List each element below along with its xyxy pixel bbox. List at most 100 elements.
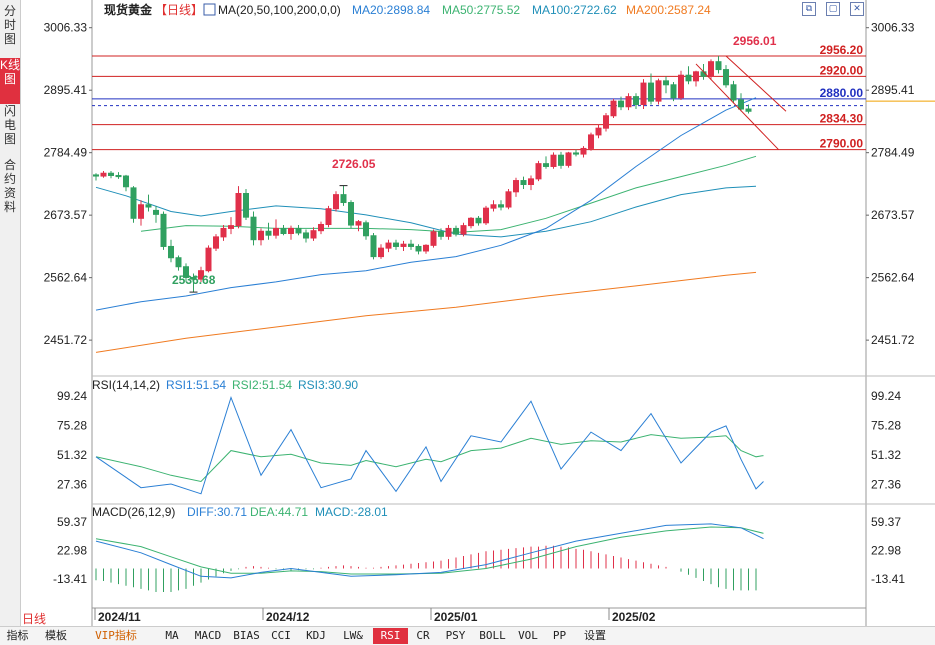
candle-body <box>423 244 429 252</box>
indicator-tab-0[interactable]: 指标 <box>6 629 29 642</box>
candle-body <box>558 154 564 166</box>
price-level-label: 2956.20 <box>820 43 864 57</box>
period-button[interactable]: 日线 <box>22 612 47 626</box>
candle-body <box>243 193 249 218</box>
candle-body <box>723 69 729 86</box>
rail-tab-3[interactable]: 合约资料 <box>3 158 16 214</box>
indicator-tab-4[interactable]: MACD <box>194 629 222 642</box>
rsi1-line <box>95 395 764 495</box>
annotation-high: 2956.01 <box>733 34 777 48</box>
candle-body <box>745 108 752 112</box>
candle-body <box>685 74 692 82</box>
indicator-tab-bar: 指标 模板 VIP指标 MA MACD BIAS CCI KDJ LW& RSI CR PSY BOLL… <box>0 626 935 645</box>
candle-body <box>543 163 549 167</box>
rail-tab-2[interactable]: 闪电图 <box>3 104 16 146</box>
price-tick-left: 2895.41 <box>44 83 88 97</box>
ma100-value: MA100:2722.62 <box>532 3 617 17</box>
candle-body <box>258 230 264 241</box>
candle-body <box>190 276 197 280</box>
ma-params: MA(20,50,100,200,0,0) <box>218 3 341 17</box>
panel-frame <box>91 0 935 626</box>
candle-body <box>595 127 602 136</box>
annotation-low: 2536.68 <box>172 273 216 287</box>
x-axis-label: 2024/12 <box>266 610 310 624</box>
price-level-label: 2920.00 <box>820 63 864 77</box>
candle-body <box>303 232 309 239</box>
macd-dea-value: DEA:44.71 <box>250 505 308 519</box>
candle-body <box>333 194 339 210</box>
rsi-tick-right: 75.28 <box>871 419 901 433</box>
indicator-tab-10[interactable]: CR <box>416 629 430 642</box>
candle-body <box>160 213 167 247</box>
indicator-tab-14[interactable]: PP <box>552 629 567 642</box>
price-tick-right: 2784.49 <box>871 146 915 160</box>
close-icon[interactable]: ✕ <box>850 2 864 16</box>
rail-tab-1[interactable]: K线图 <box>0 58 20 104</box>
candle-body <box>678 74 684 99</box>
indicator-tab-3[interactable]: MA <box>165 629 179 642</box>
candle-body <box>633 96 639 106</box>
candle-body <box>295 227 302 234</box>
candle-body <box>280 227 287 235</box>
window-icon[interactable]: ▢ <box>826 2 840 16</box>
candle-body <box>235 193 242 227</box>
rsi-tick-left: 27.36 <box>57 478 87 492</box>
candle-body <box>355 221 362 226</box>
chart-canvas[interactable]: 2956.20 2920.00 2880.00 2834.30 2790.00 99.2… <box>0 0 935 626</box>
candle-body <box>115 174 122 178</box>
candle-body <box>108 172 114 176</box>
indicator-tab-1[interactable]: 模板 <box>45 629 67 642</box>
price-tick-left: 3006.33 <box>44 21 88 35</box>
trend-channel <box>189 55 787 293</box>
indicator-tab-8[interactable]: LW& <box>343 629 363 642</box>
macd-title: MACD(26,12,9) <box>92 505 175 519</box>
indicator-tab-9[interactable]: RSI <box>373 628 408 644</box>
indicator-tab-11[interactable]: PSY <box>445 629 466 642</box>
price-tick-right: 2895.41 <box>871 83 915 97</box>
rsi-tick-left: 51.32 <box>57 448 87 462</box>
macd-tick-left: -13.41 <box>53 572 87 586</box>
candle-body <box>145 204 152 208</box>
indicator-tab-2[interactable]: VIP指标 <box>95 629 137 642</box>
indicator-tab-7[interactable]: KDJ <box>306 629 326 642</box>
indicator-tab-12[interactable]: BOLL <box>479 629 506 642</box>
rsi3-value: RSI3:30.90 <box>298 378 358 392</box>
indicator-tab-6[interactable]: CCI <box>271 629 291 642</box>
price-tick-right: 2451.72 <box>871 333 915 347</box>
price-tick-left: 2451.72 <box>44 333 88 347</box>
ma-toggle-icon[interactable] <box>203 3 216 16</box>
candlestick-series <box>93 56 752 293</box>
candle-body <box>535 163 542 180</box>
candle-body <box>265 230 272 236</box>
price-tick-left: 2784.49 <box>44 146 88 160</box>
candle-body <box>513 180 519 193</box>
candle-body <box>318 223 324 232</box>
macd-tick-left: 22.98 <box>57 544 87 558</box>
left-rail: 分时图 K线图 闪电图合约资料 <box>0 0 21 626</box>
indicator-tab-15[interactable]: 设置 <box>584 629 606 642</box>
ma50-line <box>140 155 757 233</box>
macd-tick-right: 59.37 <box>871 515 901 529</box>
rsi-tick-right: 99.24 <box>871 389 901 403</box>
candle-body <box>505 191 512 208</box>
ma200-line <box>95 271 757 353</box>
indicator-tab-5[interactable]: BIAS <box>233 629 260 642</box>
candle-body <box>100 172 107 177</box>
candle-body <box>393 242 399 247</box>
rsi-tick-left: 75.28 <box>57 419 87 433</box>
rsi-tick-right: 51.32 <box>871 448 901 462</box>
candle-body <box>415 245 422 252</box>
axis-labels: 3006.33 3006.33 2895.41 2895.41 2784.49 2784.… <box>44 21 935 624</box>
candle-body <box>363 222 369 237</box>
rail-tab-0[interactable]: 分时图 <box>3 4 16 46</box>
candle-body <box>498 204 504 208</box>
macd-tick-left: 59.37 <box>57 515 87 529</box>
indicator-tab-13[interactable]: VOL <box>518 629 538 642</box>
ma100-line <box>95 185 757 238</box>
candle-body <box>175 257 182 268</box>
candle-body <box>580 147 587 155</box>
candle-body <box>228 225 234 229</box>
restore-icon[interactable]: ⧉ <box>802 2 816 16</box>
macd-diff-value: DIFF:30.71 <box>187 505 247 519</box>
chart-text: 现货黄金 【日线】 MA(20,50,100,200,0,0) MA20:289… <box>92 2 777 519</box>
